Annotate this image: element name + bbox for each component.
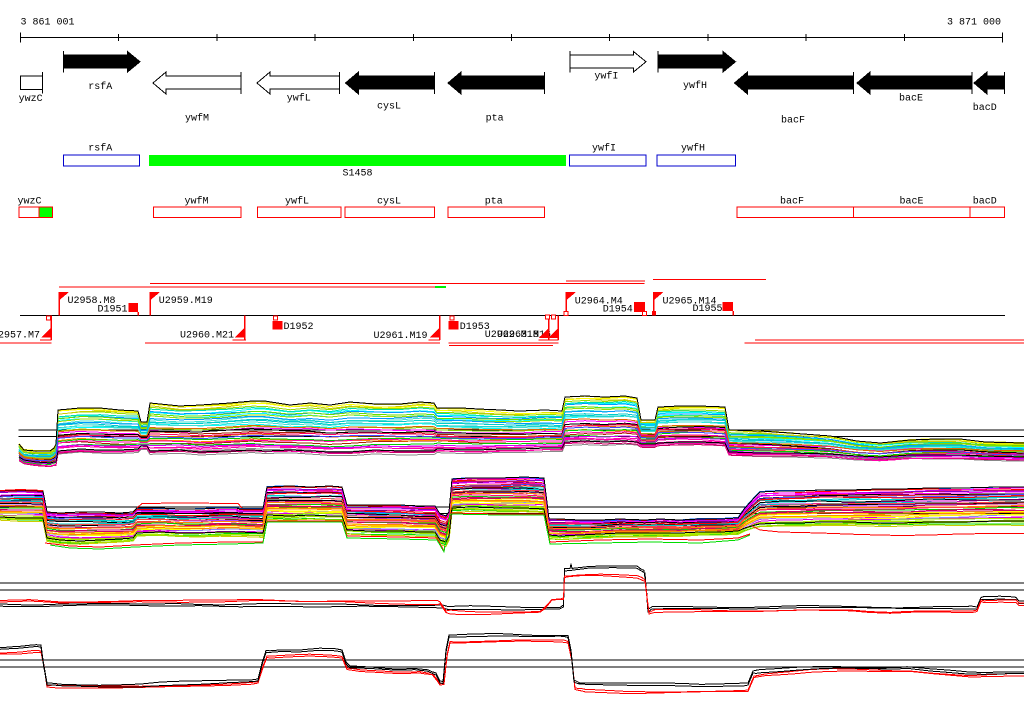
svg-text:D1953: D1953 <box>460 322 490 333</box>
svg-text:U2963.M16: U2963.M16 <box>497 330 551 341</box>
svg-text:ywfM: ywfM <box>185 196 209 208</box>
svg-text:U2965.M14: U2965.M14 <box>663 297 717 308</box>
svg-text:rsfA: rsfA <box>88 143 112 155</box>
svg-text:bacE: bacE <box>900 196 924 208</box>
svg-text:U2959.M19: U2959.M19 <box>159 296 213 307</box>
svg-text:bacD: bacD <box>973 196 997 208</box>
svg-text:U2958.M8: U2958.M8 <box>68 296 116 307</box>
svg-text:2957.M7: 2957.M7 <box>0 331 40 342</box>
svg-text:ywfL: ywfL <box>285 196 309 208</box>
svg-text:ywfL: ywfL <box>287 93 311 105</box>
svg-text:ywfI: ywfI <box>594 71 618 83</box>
svg-text:cysL: cysL <box>377 197 401 208</box>
svg-text:3 861 001: 3 861 001 <box>21 18 75 29</box>
svg-text:D1952: D1952 <box>284 322 314 333</box>
svg-text:bacF: bacF <box>780 196 804 208</box>
svg-text:ywzC: ywzC <box>19 94 43 105</box>
svg-text:cysL: cysL <box>377 102 401 113</box>
svg-text:D1954: D1954 <box>603 305 633 316</box>
svg-text:D1951: D1951 <box>98 305 128 316</box>
svg-text:U2960.M21: U2960.M21 <box>180 331 234 342</box>
svg-text:ywzC: ywzC <box>18 197 42 208</box>
svg-text:rsfA: rsfA <box>88 81 112 93</box>
svg-text:S1458: S1458 <box>343 169 373 180</box>
svg-text:pta: pta <box>486 114 504 125</box>
svg-text:pta: pta <box>485 197 503 208</box>
svg-text:bacE: bacE <box>899 93 923 105</box>
svg-text:D1955: D1955 <box>693 304 723 315</box>
svg-text:ywfH: ywfH <box>683 80 707 92</box>
svg-text:U2961.M19: U2961.M19 <box>374 331 428 342</box>
svg-text:ywfI: ywfI <box>592 143 616 155</box>
svg-text:bacD: bacD <box>973 102 997 114</box>
svg-text:U2964.M4: U2964.M4 <box>575 297 623 308</box>
svg-text:bacF: bacF <box>781 115 805 127</box>
svg-text:U2962.M18: U2962.M18 <box>485 330 539 341</box>
svg-text:3 871 000: 3 871 000 <box>947 18 1001 29</box>
svg-text:ywfM: ywfM <box>185 113 209 125</box>
svg-text:ywfH: ywfH <box>681 143 705 155</box>
